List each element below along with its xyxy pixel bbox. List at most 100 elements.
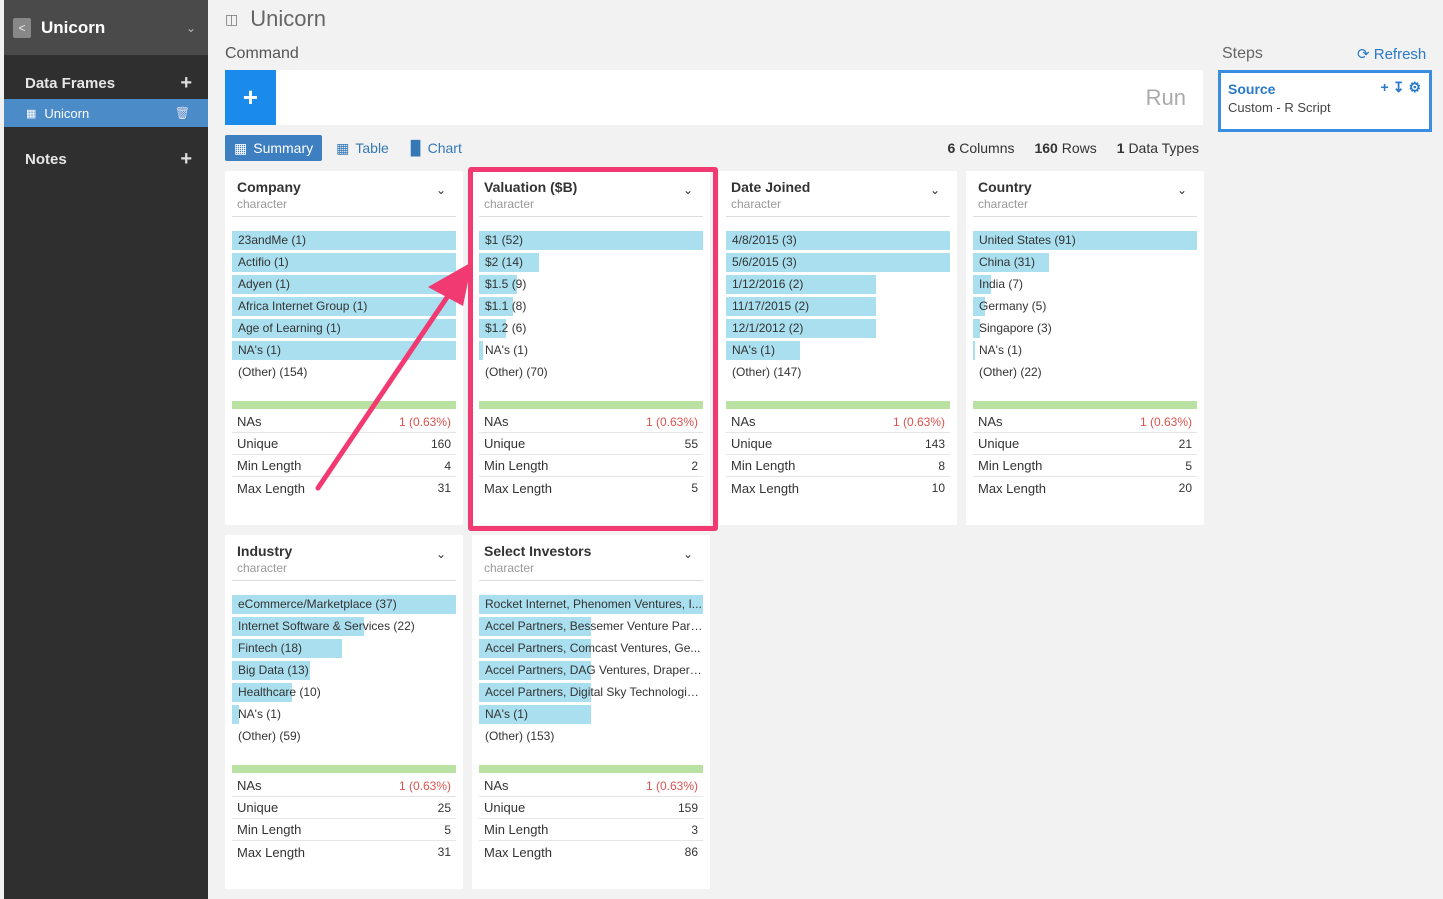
tab-table[interactable]: ▦ Table bbox=[336, 140, 389, 157]
value-row[interactable]: Accel Partners, Comcast Ventures, Ge... bbox=[479, 638, 703, 660]
metric-label: Unique bbox=[484, 800, 526, 815]
value-row[interactable]: $1.2 (6) bbox=[479, 318, 703, 340]
value-label: Accel Partners, Digital Sky Technologie.… bbox=[485, 685, 703, 699]
value-row[interactable]: Germany (5) bbox=[973, 296, 1197, 318]
trash-icon[interactable]: 🗑 bbox=[174, 106, 190, 120]
value-row[interactable]: eCommerce/Marketplace (37) bbox=[232, 594, 456, 616]
value-row[interactable]: $2 (14) bbox=[479, 252, 703, 274]
column-type: character bbox=[237, 561, 288, 575]
value-label: Singapore (3) bbox=[979, 321, 1052, 335]
tab-summary-label: Summary bbox=[253, 140, 314, 156]
chevron-down-icon[interactable]: ⌄ bbox=[435, 183, 446, 197]
refresh-button[interactable]: ⟳ Refresh bbox=[1357, 46, 1427, 63]
column-name: Valuation ($B) bbox=[484, 179, 578, 195]
value-row[interactable]: 11/17/2015 (2) bbox=[726, 296, 950, 318]
value-row[interactable]: NA's (1) bbox=[973, 340, 1197, 362]
value-row[interactable]: 4/8/2015 (3) bbox=[726, 230, 950, 252]
value-row[interactable]: $1.1 (8) bbox=[479, 296, 703, 318]
step-card-source[interactable]: Source Custom - R Script + ↧ ⚙ bbox=[1218, 70, 1432, 132]
value-label: Fintech (18) bbox=[238, 641, 303, 655]
value-label: Internet Software & Services (22) bbox=[238, 619, 415, 633]
value-row[interactable]: China (31) bbox=[973, 252, 1197, 274]
value-row[interactable]: 5/6/2015 (3) bbox=[726, 252, 950, 274]
value-row[interactable]: Age of Learning (1) bbox=[232, 318, 456, 340]
value-row[interactable]: Accel Partners, Bessemer Venture Part... bbox=[479, 616, 703, 638]
command-label: Command bbox=[225, 45, 299, 62]
value-row[interactable]: Accel Partners, DAG Ventures, Draper ... bbox=[479, 660, 703, 682]
add-data-frame-icon[interactable]: + bbox=[180, 71, 192, 94]
add-command-button[interactable]: + bbox=[225, 70, 276, 125]
value-row[interactable]: NA's (1) bbox=[232, 340, 456, 362]
tab-summary[interactable]: ▦ Summary bbox=[225, 135, 323, 161]
value-row[interactable]: Fintech (18) bbox=[232, 638, 456, 660]
value-row[interactable]: 12/1/2012 (2) bbox=[726, 318, 950, 340]
back-icon[interactable]: < bbox=[13, 17, 31, 38]
value-row[interactable]: (Other) (154) bbox=[232, 362, 456, 384]
metric-value: 25 bbox=[437, 800, 451, 815]
value-row[interactable]: Internet Software & Services (22) bbox=[232, 616, 456, 638]
metric-max-length: Max Length 31 bbox=[232, 841, 456, 863]
download-icon[interactable]: ↧ bbox=[1392, 79, 1405, 95]
value-label: (Other) (154) bbox=[238, 365, 308, 379]
value-list: Rocket Internet, Phenomen Ventures, I...… bbox=[479, 594, 703, 748]
chevron-down-icon[interactable]: ⌄ bbox=[929, 183, 940, 197]
value-row[interactable]: $1 (52) bbox=[479, 230, 703, 252]
value-bar bbox=[726, 341, 800, 360]
tab-chart[interactable]: ▉ Chart bbox=[411, 140, 462, 157]
value-row[interactable]: 23andMe (1) bbox=[232, 230, 456, 252]
metric-min-length: Min Length 3 bbox=[479, 819, 703, 841]
value-row[interactable]: $1.5 (9) bbox=[479, 274, 703, 296]
value-row[interactable]: Rocket Internet, Phenomen Ventures, I... bbox=[479, 594, 703, 616]
value-row[interactable]: Actifio (1) bbox=[232, 252, 456, 274]
value-bar bbox=[479, 705, 591, 724]
completeness-bar bbox=[232, 765, 456, 773]
value-row[interactable]: Healthcare (10) bbox=[232, 682, 456, 704]
add-step-icon[interactable]: + bbox=[1380, 79, 1389, 95]
value-row[interactable]: Big Data (13) bbox=[232, 660, 456, 682]
value-list: United States (91) China (31) India (7) Ger… bbox=[973, 230, 1197, 384]
value-row[interactable]: (Other) (59) bbox=[232, 726, 456, 748]
column-metrics: NAs 1 (0.63%) Unique 25 Min Length 5 Max Lengt… bbox=[232, 775, 456, 863]
run-button[interactable]: Run bbox=[1145, 85, 1186, 110]
value-bar bbox=[232, 683, 293, 702]
table-icon: ▦ bbox=[26, 107, 37, 120]
metric-label: Min Length bbox=[237, 458, 302, 473]
value-row[interactable]: United States (91) bbox=[973, 230, 1197, 252]
metric-unique: Unique 55 bbox=[479, 433, 703, 455]
value-row[interactable]: NA's (1) bbox=[479, 704, 703, 726]
metric-nas: NAs 1 (0.63%) bbox=[232, 775, 456, 797]
chevron-down-icon[interactable]: ⌄ bbox=[682, 547, 693, 561]
sidebar-header[interactable]: < Unicorn ⌄ bbox=[4, 0, 208, 55]
value-label: 1/12/2016 (2) bbox=[732, 277, 804, 291]
value-row[interactable]: 1/12/2016 (2) bbox=[726, 274, 950, 296]
chevron-down-icon[interactable]: ⌄ bbox=[435, 547, 446, 561]
value-row[interactable]: Africa Internet Group (1) bbox=[232, 296, 456, 318]
value-row[interactable]: (Other) (153) bbox=[479, 726, 703, 748]
value-row[interactable]: Accel Partners, Digital Sky Technologie.… bbox=[479, 682, 703, 704]
sidebar-item-unicorn[interactable]: ▦ Unicorn 🗑 bbox=[4, 99, 208, 127]
add-note-icon[interactable]: + bbox=[180, 147, 192, 170]
value-bar bbox=[232, 617, 365, 636]
value-row[interactable]: NA's (1) bbox=[232, 704, 456, 726]
chevron-down-icon[interactable]: ⌄ bbox=[682, 183, 693, 197]
value-row[interactable]: India (7) bbox=[973, 274, 1197, 296]
value-row[interactable]: (Other) (22) bbox=[973, 362, 1197, 384]
value-row[interactable]: (Other) (147) bbox=[726, 362, 950, 384]
column-metrics: NAs 1 (0.63%) Unique 21 Min Length 5 Max Lengt… bbox=[973, 411, 1197, 499]
metric-value: 1 (0.63%) bbox=[398, 414, 451, 429]
value-row[interactable]: (Other) (70) bbox=[479, 362, 703, 384]
value-row[interactable]: NA's (1) bbox=[726, 340, 950, 362]
value-bar bbox=[479, 683, 591, 702]
column-name: Country bbox=[978, 179, 1032, 195]
metric-unique: Unique 159 bbox=[479, 797, 703, 819]
column-header: Date Joined character ⌄ bbox=[726, 171, 950, 217]
value-row[interactable]: NA's (1) bbox=[479, 340, 703, 362]
chevron-down-icon[interactable]: ⌄ bbox=[1176, 183, 1187, 197]
metric-value: 5 bbox=[691, 481, 698, 495]
chevron-down-icon[interactable]: ⌄ bbox=[185, 20, 196, 35]
value-row[interactable]: Singapore (3) bbox=[973, 318, 1197, 340]
metric-value: 20 bbox=[1178, 481, 1192, 495]
gear-icon[interactable]: ⚙ bbox=[1408, 79, 1421, 95]
metric-max-length: Max Length 86 bbox=[479, 841, 703, 863]
value-row[interactable]: Adyen (1) bbox=[232, 274, 456, 296]
